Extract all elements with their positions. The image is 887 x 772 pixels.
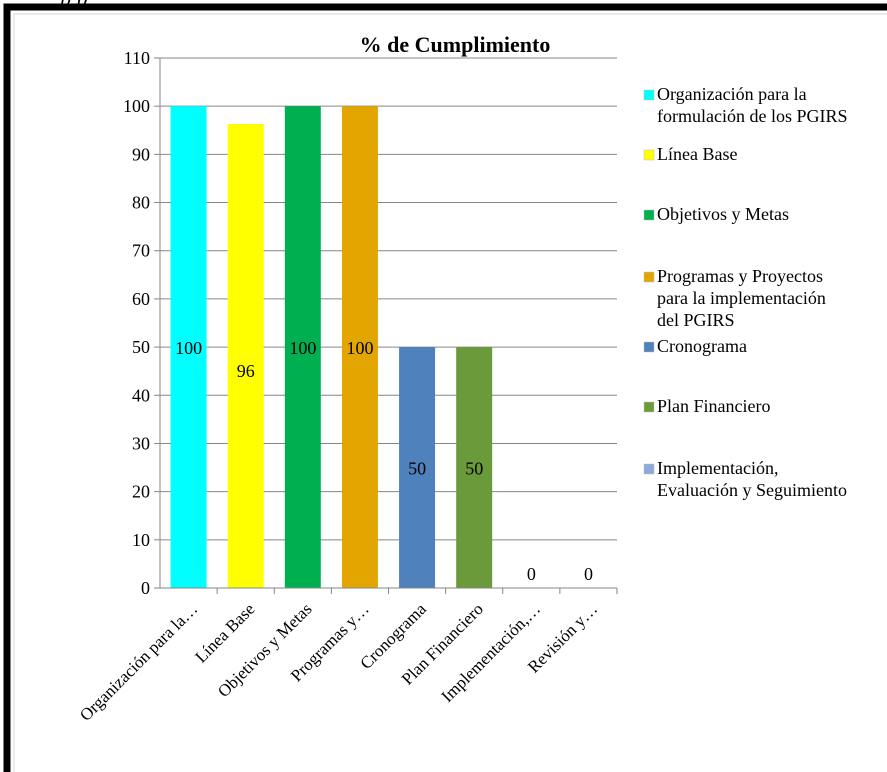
data-label: 50 (465, 459, 483, 479)
legend-swatch (643, 463, 655, 475)
y-tick-label: 20 (132, 482, 150, 502)
y-tick-label: 60 (132, 289, 150, 309)
legend-label: Programas y Proyectos (657, 266, 823, 286)
bar (341, 106, 378, 588)
legend-label: para la implementación (657, 288, 826, 308)
legend-swatch (643, 209, 655, 221)
y-tick-label: 100 (123, 96, 150, 116)
legend-label: formulación de los PGIRS (657, 106, 848, 126)
legend-swatch (643, 89, 655, 101)
data-label: 50 (408, 459, 426, 479)
y-tick-label: 40 (132, 385, 150, 405)
legend-label: Línea Base (657, 144, 737, 164)
data-label: 0 (584, 564, 593, 584)
bars (170, 106, 493, 588)
bar (456, 347, 493, 588)
legend-label: Objetivos y Metas (657, 204, 789, 224)
bar (284, 106, 321, 588)
data-label: 100 (289, 338, 316, 358)
legend-swatch (643, 341, 655, 353)
legend-label: Evaluación y Seguimiento (657, 480, 847, 500)
y-tick-label: 110 (124, 48, 150, 68)
y-tick-label: 90 (132, 144, 150, 164)
data-labels: 100 96 100 100 50 50 0 0 (175, 338, 593, 584)
data-label: 96 (237, 361, 255, 381)
legend-swatch (643, 401, 655, 413)
plot-area-outline (13, 13, 887, 772)
legend-label: del PGIRS (657, 310, 735, 330)
chart-border (3, 3, 887, 772)
legend-label: Cronograma (657, 336, 747, 356)
y-tick-label: 0 (141, 578, 150, 598)
legend-swatch (643, 149, 655, 161)
data-label: 100 (175, 338, 202, 358)
legend-swatch (643, 271, 655, 283)
y-tick-label: 30 (132, 433, 150, 453)
data-label: 0 (527, 564, 536, 584)
data-label: 100 (346, 338, 373, 358)
y-axis: 0 10 20 30 40 50 60 70 80 90 100 110 (123, 48, 161, 598)
y-tick-label: 10 (132, 530, 150, 550)
y-tick-label: 70 (132, 241, 150, 261)
bar (170, 106, 207, 588)
bar (399, 347, 436, 588)
legend-label: Organización para la (657, 84, 807, 104)
bar (227, 124, 264, 588)
legend-label: Implementación, (657, 458, 778, 478)
y-tick-label: 50 (132, 337, 150, 357)
y-tick-label: 80 (132, 193, 150, 213)
legend-label: Plan Financiero (657, 396, 770, 416)
chart-title: % de Cumplimiento (360, 32, 551, 57)
